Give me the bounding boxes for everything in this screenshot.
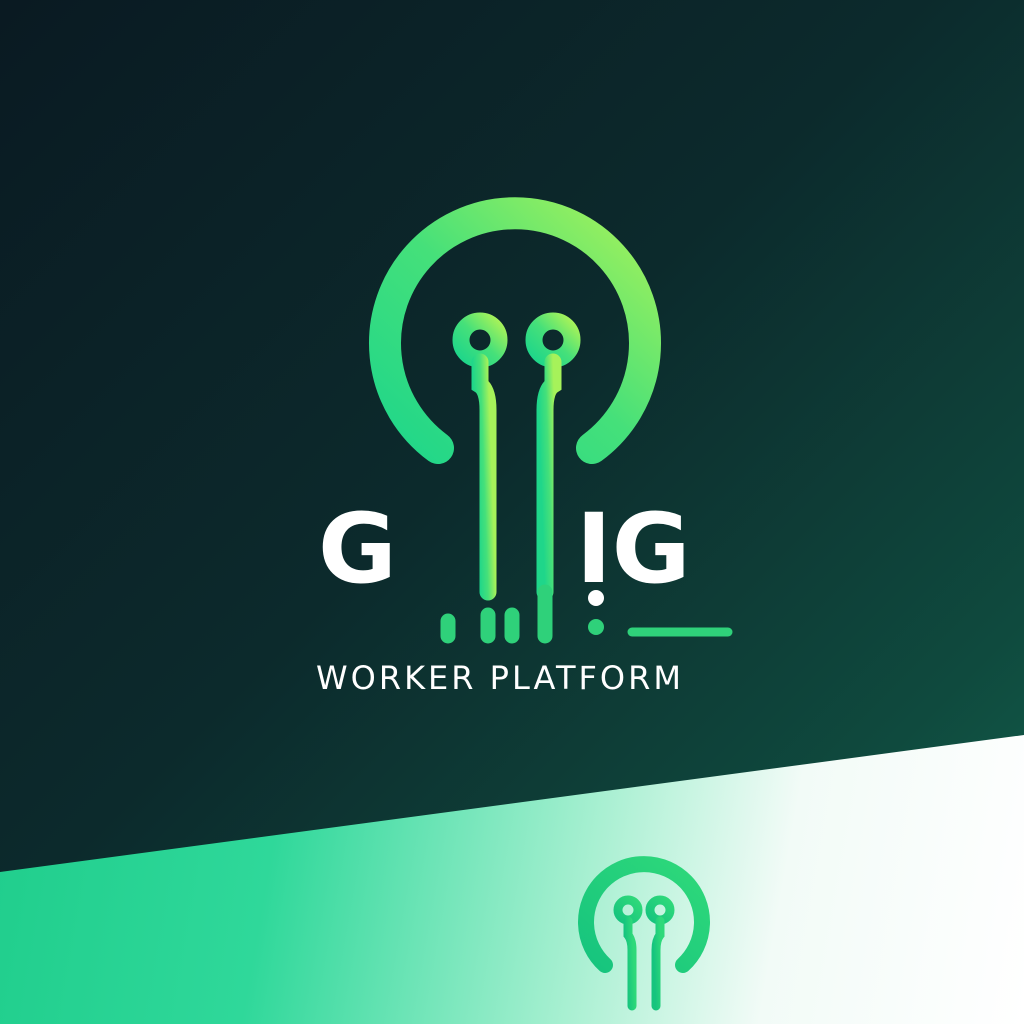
circuit-lightbulb-icon: [369, 197, 661, 644]
wordmark-left: G: [318, 493, 397, 605]
tagline: WORKER PLATFORM: [316, 659, 684, 697]
wordmark-right: IG: [576, 493, 691, 605]
small-circuit-lightbulb-icon: [578, 856, 710, 1011]
